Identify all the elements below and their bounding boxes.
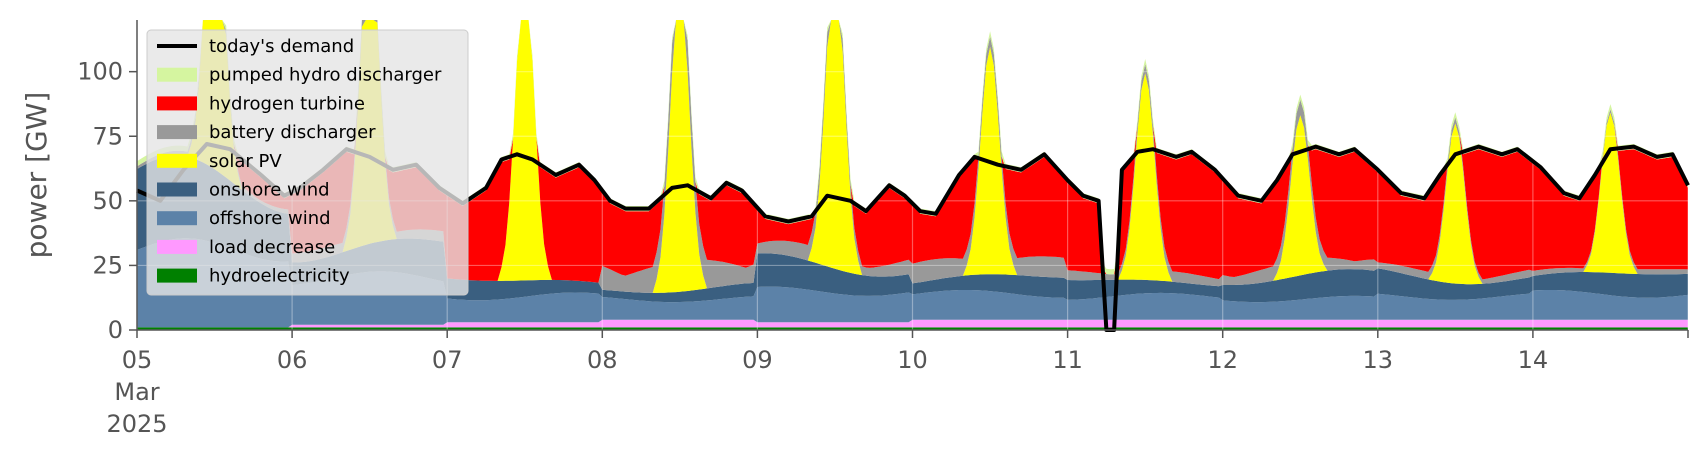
legend-box xyxy=(146,29,469,296)
area-load-decrease xyxy=(137,319,1688,328)
x-tick-label: 11 xyxy=(1052,346,1083,374)
legend-swatch xyxy=(157,153,197,168)
legend-swatch xyxy=(157,182,197,197)
area-offshore-wind xyxy=(137,238,1688,328)
x-tick-label: 08 xyxy=(587,346,618,374)
legend-label: today's demand xyxy=(209,36,354,57)
legend-label: hydroelectricity xyxy=(209,266,350,287)
legend-label: hydrogen turbine xyxy=(209,93,365,114)
legend-label: offshore wind xyxy=(209,208,331,229)
x-tick-label: 10 xyxy=(897,346,928,374)
x-tick-label: 09 xyxy=(742,346,773,374)
axes: 0 25 50 75 100 05 Mar 2025 06 07 08 09 10 11 12 13 14 xyxy=(77,20,1689,438)
x-tick-label: 05 xyxy=(122,346,153,374)
area-onshore-wind xyxy=(137,155,1688,303)
legend-label: solar PV xyxy=(209,151,282,172)
y-tick-label: 50 xyxy=(92,187,123,215)
x-tick-month-label: Mar xyxy=(114,378,159,406)
x-tick-label: 13 xyxy=(1363,346,1394,374)
legend-swatch xyxy=(157,125,197,140)
x-tick-label: 06 xyxy=(277,346,308,374)
y-tick-label: 75 xyxy=(92,122,123,150)
legend-swatch xyxy=(157,211,197,226)
legend-label: onshore wind xyxy=(209,180,330,201)
x-tick-year-label: 2025 xyxy=(106,410,167,438)
legend-swatch xyxy=(157,268,197,283)
stacked-areas xyxy=(137,20,1688,330)
y-tick-label: 100 xyxy=(77,58,123,86)
x-tick-label: 14 xyxy=(1518,346,1549,374)
legend-swatch xyxy=(157,67,197,82)
x-tick-label: 07 xyxy=(432,346,463,374)
area-hydrogen-turbine xyxy=(137,20,1688,283)
legend: today's demand pumped hydro discharger hyd… xyxy=(146,29,469,296)
legend-swatch xyxy=(157,239,197,254)
legend-label: battery discharger xyxy=(209,122,376,143)
legend-label: pumped hydro discharger xyxy=(209,65,442,86)
y-tick-label: 0 xyxy=(108,316,123,344)
x-tick-label: 12 xyxy=(1207,346,1238,374)
y-axis-title: power [GW] xyxy=(20,92,53,259)
area-solar-pv xyxy=(137,20,1688,293)
y-tick-label: 25 xyxy=(92,251,123,279)
legend-label: load decrease xyxy=(209,237,335,258)
legend-swatch xyxy=(157,96,197,111)
